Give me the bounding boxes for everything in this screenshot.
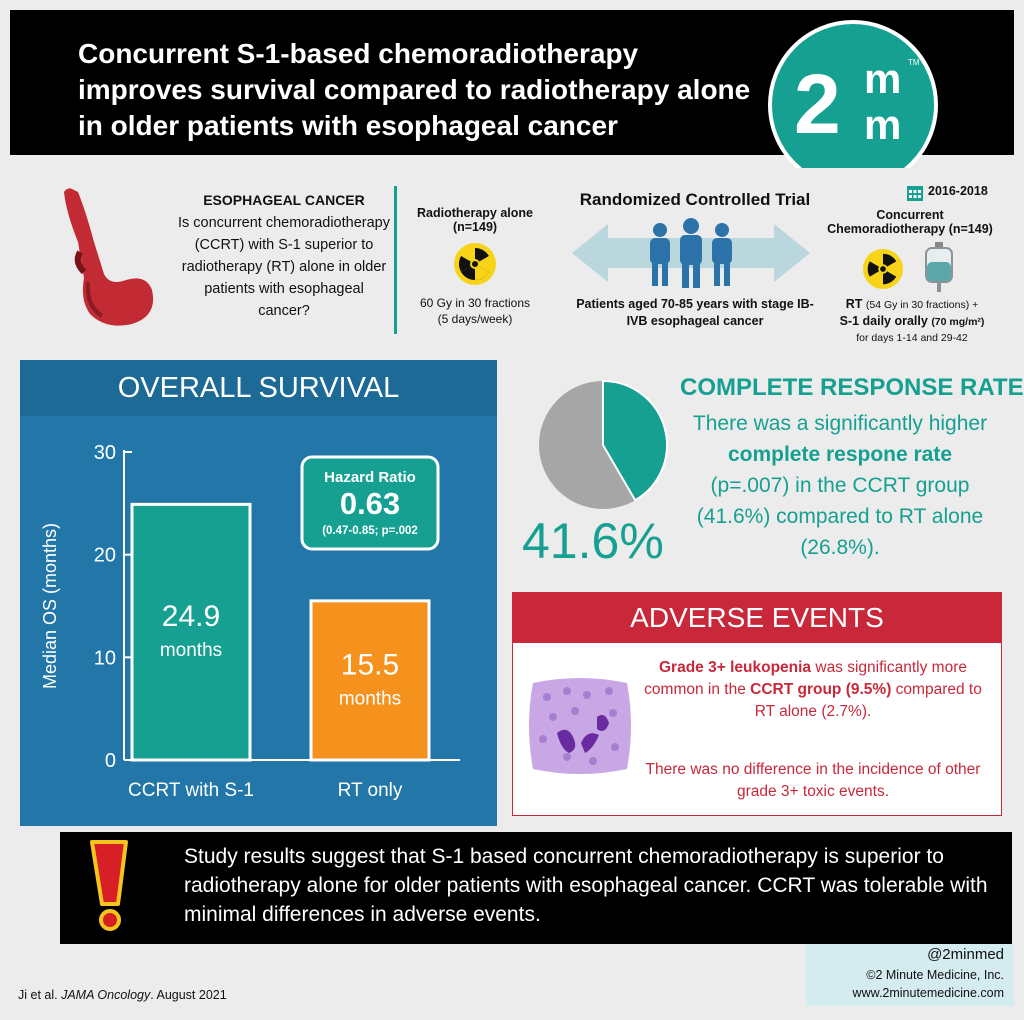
ccrt-arm-subtitle: Chemoradiotherapy (n=149) [827,222,993,236]
ccrt-schedule: for days 1-14 and 29-42 [856,332,968,344]
citation-authors: Ji et al. [18,988,62,1002]
page-title: Concurrent S-1-based chemoradiotherapy i… [78,38,751,141]
citation: Ji et al. JAMA Oncology. August 2021 [18,988,227,1002]
cr-text-b: complete respone rate [727,443,953,466]
credits-box: @2minmed ©2 Minute Medicine, Inc. www.2m… [806,944,1014,1006]
citation-date: . August 2021 [150,988,227,1002]
ae-t1d: compared to RT alone (2.7%). [754,681,982,720]
bar-value-label: 24.9 [162,600,220,633]
conclusion-text: Study results suggest that S-1 based con… [184,845,988,926]
ccrt-drug: S-1 daily orally [839,314,928,328]
ae-leukopenia-text: Grade 3+ leukopenia was significantly mo… [643,657,983,723]
rt-dose: 60 Gy in 30 fractions [419,296,531,310]
ae-title-bar: ADVERSE EVENTS [513,593,1001,643]
logo-trademark: TM [908,58,920,67]
hazard-value: 0.63 [340,486,400,521]
y-tick-label: 0 [105,750,116,772]
blood-cells-icon [529,678,631,774]
exclamation-icon [90,840,128,931]
y-tick-label: 30 [94,442,116,464]
brand-logo: 2 m m TM [768,20,938,190]
study-design-section: ESOPHAGEAL CANCER Is concurrent chemorad… [10,168,1014,350]
rt-arm-n: (n=149) [452,220,498,234]
hazard-ratio-box: Hazard Ratio 0.63 (0.47-0.85; p=.002 [300,455,440,551]
logo-m-top: m [864,55,902,102]
social-handle: @2minmed [927,946,1004,963]
calendar-icon [907,186,923,201]
ae-t1c: CCRT group (9.5%) [750,681,892,698]
ccrt-regimen: RT (54 Gy in 30 fractions) + S-1 daily o… [802,296,1022,346]
rt-arm-title: Radiotherapy alone [417,206,533,220]
y-tick-label: 20 [94,545,116,567]
ccrt-rt-dose: (54 Gy in 30 fractions) + [865,299,979,311]
citation-journal: JAMA Oncology [61,988,151,1002]
bar-unit-label: months [160,640,222,661]
logo-two: 2 [794,57,841,151]
pie-slice-complete-response [602,379,668,502]
bar-value-label: 15.5 [341,648,399,681]
ae-t1b: was significantly more common in the [644,659,967,698]
cr-text-c: (p=.007) in the CCRT group (41.6%) compa… [696,474,984,559]
ccrt-drug-dose: (70 mg/m²) [931,316,985,328]
rt-arm: Radiotherapy alone (n=149) 60 Gy in 30 f… [402,206,548,327]
logo-m-bottom: m [864,101,902,148]
hazard-label: Hazard Ratio [324,469,416,486]
x-category-label: CCRT with S-1 [128,780,254,801]
ae-title: ADVERSE EVENTS [630,602,884,633]
hazard-ci: (0.47-0.85; p=.002 [322,525,418,537]
overall-survival-panel: OVERALL SURVIVAL 0 10 20 30 Median OS (month… [20,360,497,826]
radiation-icon [454,243,496,285]
cr-text-a: There was a significantly higher [692,412,988,435]
ae-t1a: Grade 3+ leukopenia [659,659,812,676]
adverse-events-panel: ADVERSE EVENTS Grade 3+ leukopenia was s… [512,592,1002,816]
bar-unit-label: months [339,688,401,709]
os-bar-chart: 0 10 20 30 Median OS (months) 24.9 months CCRT… [40,442,460,801]
trial-title: Randomized Controlled Trial [579,190,811,209]
os-title: OVERALL SURVIVAL [117,372,400,404]
ae-other-text: There was no difference in the incidence… [645,761,981,800]
os-title-bar: OVERALL SURVIVAL [20,360,497,416]
ccrt-arm: Concurrent Chemoradiotherapy (n=149) [810,208,1010,236]
people-icon [572,218,810,288]
bar-ccrt [130,502,252,762]
cr-title: COMPLETE RESPONSE RATE [680,374,1024,401]
x-category-label: RT only [338,780,403,801]
bar-rt [309,599,431,762]
complete-response-pie [539,379,668,509]
disease-title: ESOPHAGEAL CANCER [203,192,365,208]
y-axis-label: Median OS (months) [40,523,60,689]
y-tick-label: 10 [94,647,116,669]
cr-percentage: 41.6% [522,513,664,569]
conclusion-bar: Study results suggest that S-1 based con… [60,832,1012,944]
esophagus-stomach-icon [64,188,154,326]
trial-population: Patients aged 70-85 years with stage IB-… [576,297,814,328]
study-question: Is concurrent chemoradiotherapy (CCRT) w… [178,215,390,319]
trial-years: 2016-2018 [928,184,988,198]
radiation-icon [862,248,904,290]
website-link[interactable]: www.2minutemedicine.com [852,986,1004,1000]
rt-schedule: (5 days/week) [437,312,513,326]
ccrt-arm-title: Concurrent [876,208,944,222]
company-name: ©2 Minute Medicine, Inc. [866,968,1004,982]
cr-description: There was a significantly higher complet… [690,408,990,563]
ccrt-rt-label: RT [845,297,863,311]
section-divider [394,186,397,334]
iv-bag-icon [925,242,953,292]
